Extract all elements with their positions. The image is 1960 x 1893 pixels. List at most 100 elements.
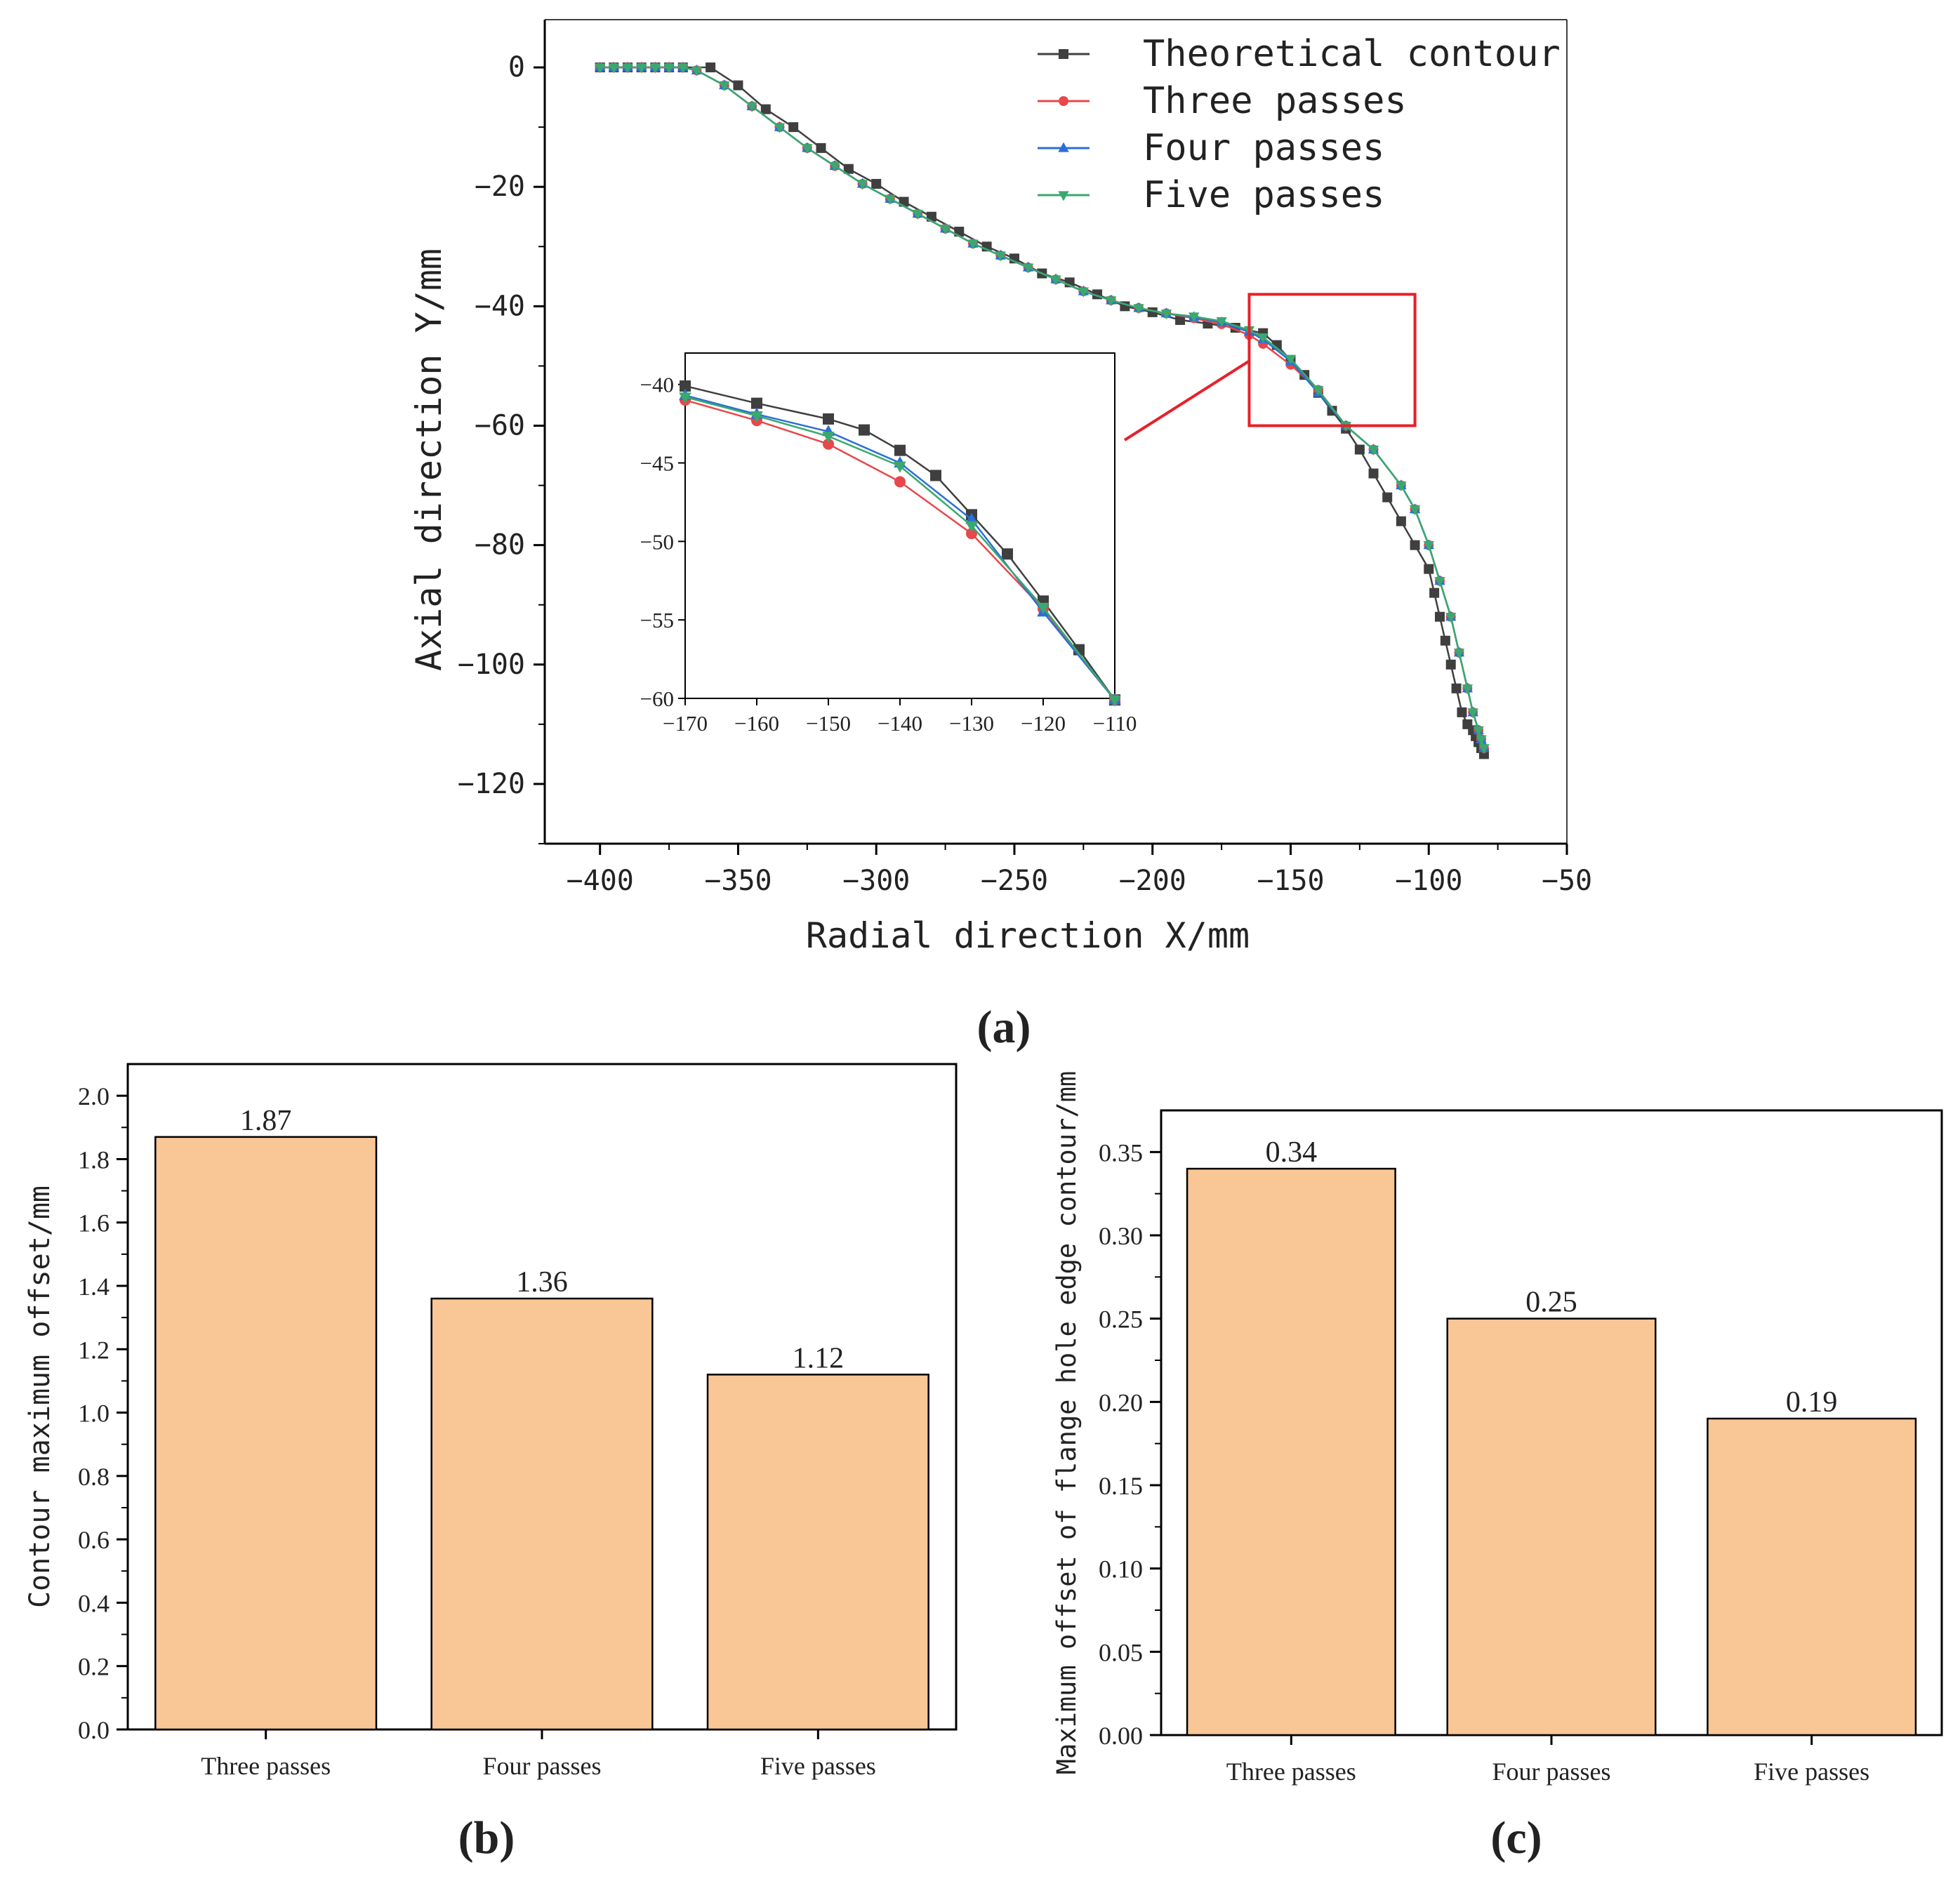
- legend-label-0: Theoretical contour: [1143, 33, 1561, 75]
- data-point-a-3: [995, 251, 1006, 262]
- bar-b-0: [154, 1136, 378, 1731]
- y-tick-label-b: 0.4: [78, 1589, 110, 1617]
- y-axis-label-c: Maximum offset of flange hole edge conto…: [1052, 1071, 1082, 1774]
- y-tick-label-b: 1.2: [78, 1336, 110, 1364]
- y-tick-label-b: 1.4: [78, 1273, 110, 1301]
- inset-data-point-3: [894, 461, 906, 473]
- bar-c-2: [1707, 1417, 1917, 1736]
- data-point-a-3: [1078, 287, 1090, 298]
- data-point-a-3: [1476, 735, 1487, 745]
- category-label-c: Four passes: [1492, 1758, 1611, 1786]
- inset-x-tick-label: −120: [1021, 711, 1066, 736]
- inset-y-tick-label: −45: [640, 451, 674, 476]
- caption-a: (a): [977, 1002, 1031, 1053]
- y-tick-label-c: 0.05: [1099, 1638, 1143, 1666]
- chart-c-flange-hole-offset: 0.00 0.05 0.10 0.15 0.20 0.25 0.30 0.35 0.34 Thre…: [1052, 1071, 1943, 1786]
- x-tick-label-a: −250: [981, 865, 1048, 897]
- y-tick-label-c: 0.10: [1099, 1555, 1143, 1583]
- inset-x-tick-label: −170: [663, 711, 708, 736]
- data-point-a-3: [719, 81, 730, 91]
- category-label-b: Three passes: [201, 1752, 331, 1780]
- data-point-a-3: [595, 63, 606, 74]
- legend-marker-2: [1058, 142, 1069, 152]
- inset-data-point-0: [751, 397, 762, 409]
- data-point-a-0: [1445, 659, 1456, 670]
- legend-label-3: Five passes: [1143, 174, 1384, 216]
- caption-c: (c): [1490, 1812, 1542, 1864]
- x-tick-label-a: −300: [842, 865, 910, 897]
- data-point-a-0: [1424, 564, 1434, 574]
- y-tick-label-b: 1.0: [78, 1400, 110, 1428]
- data-point-a-3: [1216, 317, 1227, 328]
- y-tick-label-c: 0.25: [1099, 1306, 1143, 1334]
- y-axis-label-b: Contour maximum offset/mm: [24, 1185, 56, 1608]
- y-tick-label-a: −20: [475, 171, 525, 203]
- bar-value-label-b: 1.12: [793, 1342, 845, 1374]
- inset-frame: [684, 352, 1115, 699]
- data-point-a-3: [1106, 296, 1117, 307]
- data-point-a-0: [1457, 707, 1467, 717]
- bar-value-label-c: 0.34: [1266, 1136, 1318, 1169]
- zoom-connector-line: [1123, 359, 1250, 441]
- data-point-a-0: [1440, 635, 1450, 646]
- inset-x-tick-label: −150: [806, 711, 851, 736]
- data-point-a-0: [788, 122, 799, 133]
- inset-plot: −170 −160 −150 −140 −130 −120 −110 −40 −45 −50 −55…: [640, 352, 1137, 736]
- data-point-a-0: [871, 178, 882, 189]
- inset-x-tick-label: −160: [734, 711, 779, 736]
- inset-data-point-0: [859, 424, 870, 436]
- y-tick-label-a: −60: [475, 409, 525, 441]
- data-point-a-3: [1050, 275, 1061, 286]
- y-tick-label-b: 1.8: [78, 1145, 110, 1174]
- inset-y-tick-label: −50: [640, 529, 674, 554]
- y-tick-label-c: 0.00: [1099, 1722, 1143, 1750]
- data-point-a-3: [1188, 312, 1200, 323]
- category-label-b: Four passes: [483, 1752, 602, 1780]
- legend-label-1: Three passes: [1143, 80, 1407, 122]
- data-point-a-3: [636, 63, 647, 74]
- inset-data-point-3: [822, 432, 835, 444]
- category-label-c: Five passes: [1754, 1758, 1869, 1786]
- data-point-a-3: [622, 63, 633, 74]
- data-point-a-3: [1434, 577, 1445, 587]
- data-point-a-3: [802, 144, 813, 154]
- y-tick-label-b: 0.0: [78, 1716, 110, 1744]
- inset-y-tick-label: −55: [640, 608, 674, 632]
- data-point-a-3: [1409, 505, 1421, 515]
- inset-data-point-0: [1002, 548, 1013, 560]
- data-point-a-0: [1451, 683, 1462, 693]
- y-tick-label-c: 0.15: [1099, 1472, 1143, 1500]
- data-point-a-3: [1396, 481, 1407, 491]
- x-tick-label-a: −100: [1395, 865, 1462, 897]
- y-tick-label-b: 2.0: [78, 1082, 110, 1110]
- y-tick-label-a: −80: [475, 529, 525, 562]
- category-label-b: Five passes: [760, 1752, 876, 1780]
- inset-data-point-3: [1108, 695, 1121, 707]
- inset-data-point-0: [894, 444, 906, 456]
- x-tick-label-a: −150: [1257, 865, 1324, 897]
- chart-a-contour-comparison: −400 −350 −300 −250 −200 −150 −100 −50 0 −20 −40 −6…: [409, 19, 1592, 956]
- y-tick-label-b: 0.8: [78, 1463, 110, 1491]
- y-tick-label-c: 0.35: [1099, 1138, 1143, 1167]
- bar-c-1: [1446, 1317, 1657, 1736]
- x-tick-label-a: −400: [567, 865, 634, 897]
- y-tick-label-b: 0.6: [78, 1526, 110, 1554]
- data-point-a-3: [774, 123, 786, 133]
- data-point-a-3: [1257, 333, 1269, 343]
- data-point-a-0: [1434, 611, 1445, 622]
- inset-data-point-1: [966, 528, 977, 540]
- inset-x-tick-label: −110: [1093, 711, 1137, 736]
- bar-c-0: [1186, 1167, 1396, 1736]
- data-point-a-3: [829, 161, 840, 172]
- y-tick-label-b: 0.2: [78, 1653, 110, 1681]
- data-point-a-3: [691, 66, 703, 77]
- legend-label-2: Four passes: [1143, 127, 1384, 169]
- legend-marker-1: [1059, 96, 1068, 106]
- data-point-a-0: [816, 142, 826, 153]
- data-point-a-0: [1429, 587, 1440, 598]
- bar-value-label-c: 0.25: [1525, 1287, 1577, 1319]
- data-point-a-3: [1368, 445, 1379, 456]
- data-point-a-3: [1453, 649, 1465, 659]
- zoom-highlight-box: [1247, 293, 1417, 427]
